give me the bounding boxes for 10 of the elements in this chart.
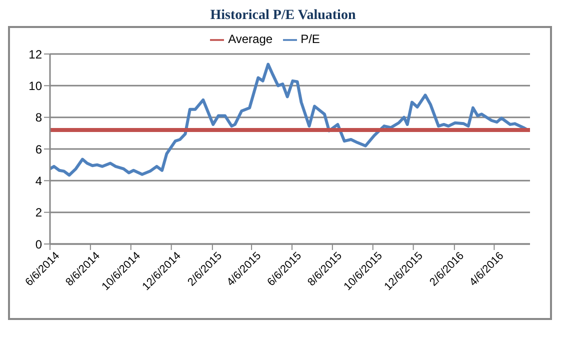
legend-label: P/E	[300, 32, 320, 46]
y-tick-label: 10	[28, 78, 42, 93]
y-tick-label: 4	[35, 174, 42, 188]
y-tick-label: 6	[35, 142, 42, 156]
chart-title: Historical P/E Valuation	[209, 8, 357, 25]
y-tick-label: 8	[35, 110, 42, 125]
y-tick-label: 12	[28, 47, 42, 62]
y-tick-label: 0	[35, 237, 42, 252]
y-tick-label: 2	[35, 206, 42, 220]
legend-label: Average	[228, 32, 273, 46]
